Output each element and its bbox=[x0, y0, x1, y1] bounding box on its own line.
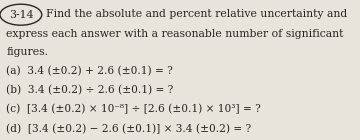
Text: express each answer with a reasonable number of significant: express each answer with a reasonable nu… bbox=[6, 29, 344, 39]
Text: Find the absolute and percent relative uncertainty and: Find the absolute and percent relative u… bbox=[46, 9, 347, 19]
Text: figures.: figures. bbox=[6, 47, 49, 57]
Text: 3-14: 3-14 bbox=[9, 10, 33, 20]
Text: (a)  3.4 (±0.2) + 2.6 (±0.1) = ?: (a) 3.4 (±0.2) + 2.6 (±0.1) = ? bbox=[6, 66, 173, 77]
Text: (b)  3.4 (±0.2) ÷ 2.6 (±0.1) = ?: (b) 3.4 (±0.2) ÷ 2.6 (±0.1) = ? bbox=[6, 84, 174, 95]
Text: (c)  [3.4 (±0.2) × 10⁻⁸] ÷ [2.6 (±0.1) × 10³] = ?: (c) [3.4 (±0.2) × 10⁻⁸] ÷ [2.6 (±0.1) × … bbox=[6, 104, 261, 114]
Text: (d)  [3.4 (±0.2) − 2.6 (±0.1)] × 3.4 (±0.2) = ?: (d) [3.4 (±0.2) − 2.6 (±0.1)] × 3.4 (±0.… bbox=[6, 124, 252, 134]
